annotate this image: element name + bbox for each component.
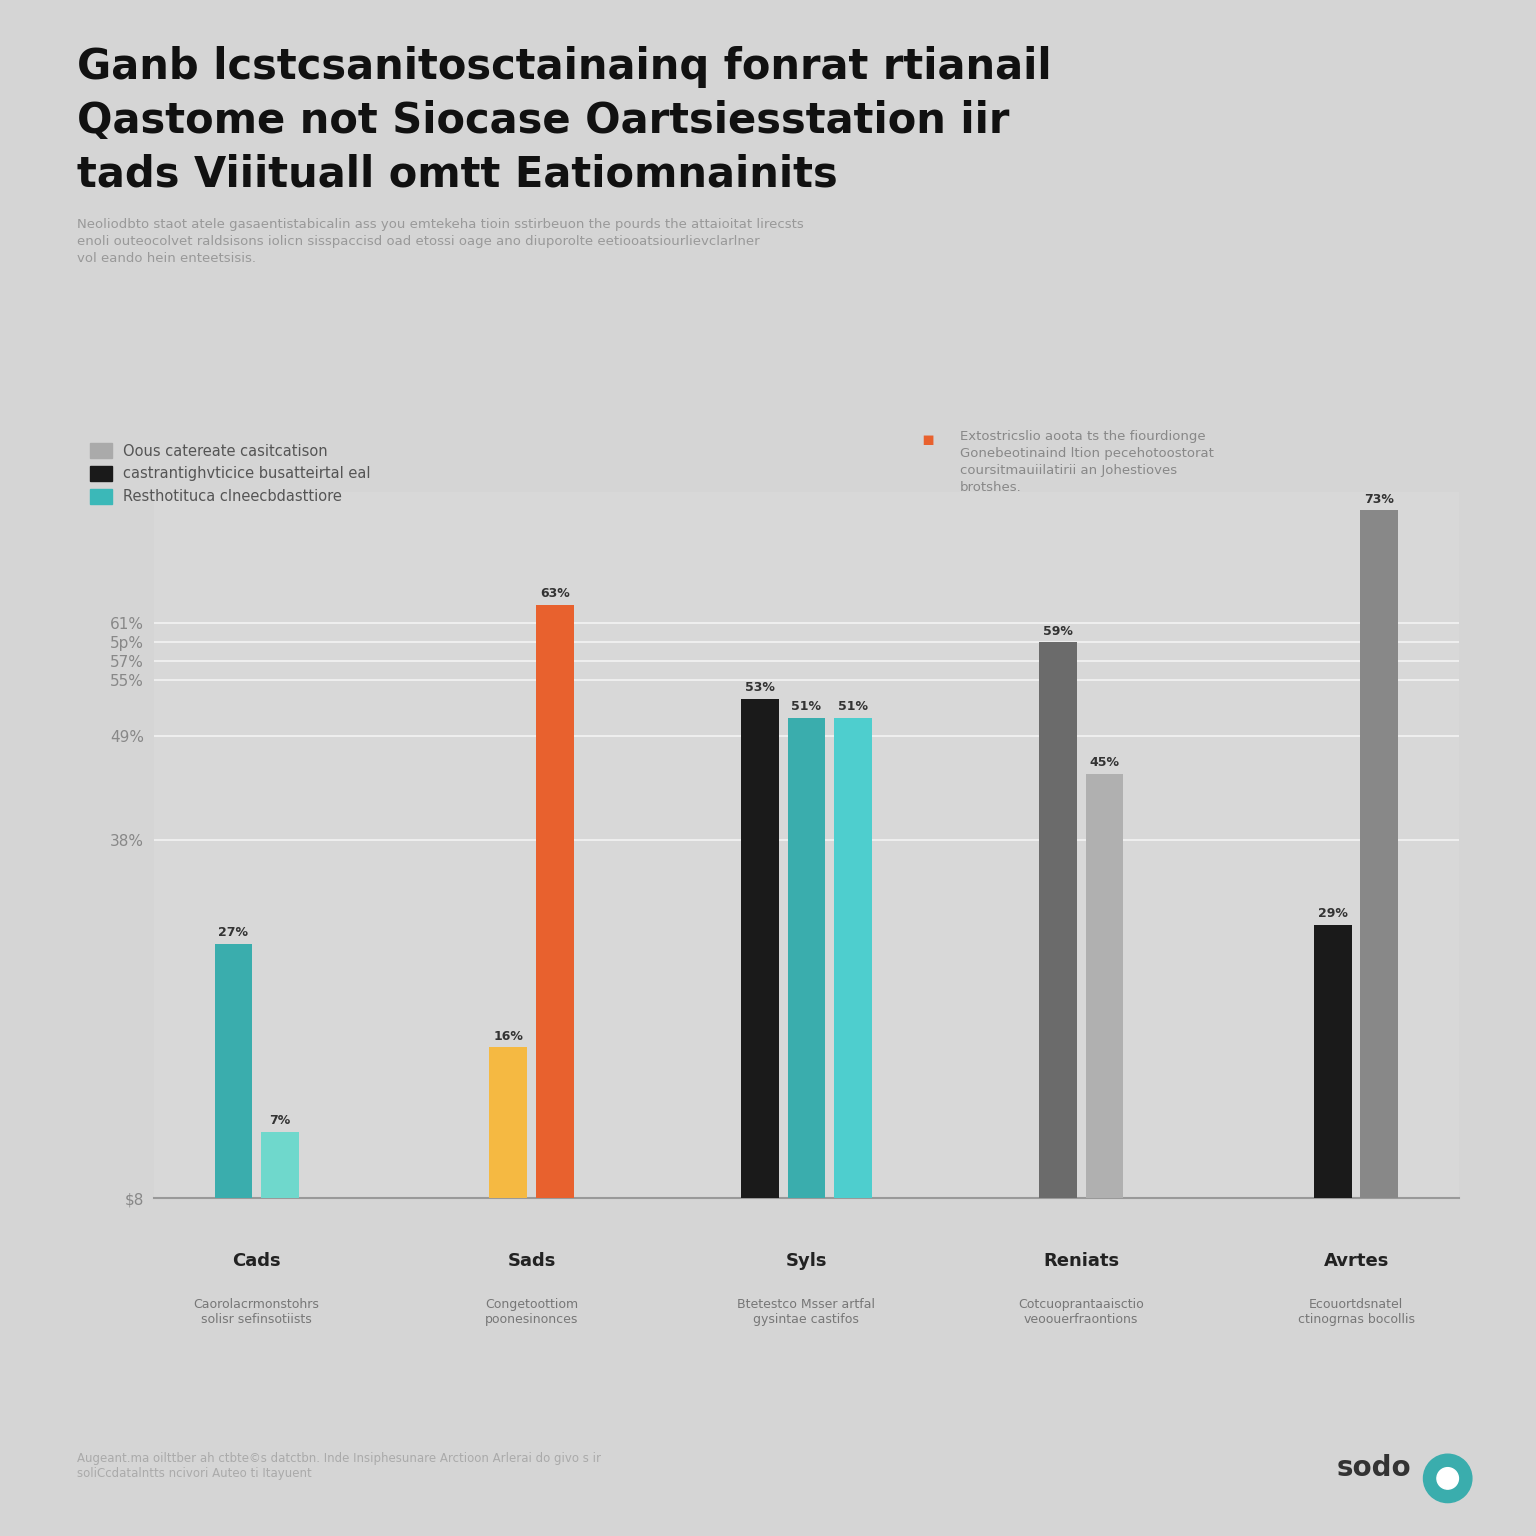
Text: 73%: 73% — [1364, 493, 1395, 505]
Text: Syls: Syls — [785, 1252, 828, 1270]
Text: 59%: 59% — [1043, 625, 1074, 637]
Text: 7%: 7% — [269, 1115, 290, 1127]
Bar — [834, 717, 871, 1198]
Text: 51%: 51% — [837, 700, 868, 713]
Text: Congetoottiom
poonesinonces: Congetoottiom poonesinonces — [485, 1298, 578, 1326]
Text: sodo: sodo — [1336, 1455, 1412, 1482]
Text: Augeant.ma oilttber ah ctbte©s datctbn. Inde Insiphesunare Arctioon Arlerai do g: Augeant.ma oilttber ah ctbte©s datctbn. … — [77, 1452, 601, 1479]
Bar — [1313, 925, 1352, 1198]
Text: tads Viiituall omtt Eatiomnainits: tads Viiituall omtt Eatiomnainits — [77, 154, 837, 195]
Bar — [1086, 774, 1123, 1198]
Text: Btetestco Msser artfal
gysintae castifos: Btetestco Msser artfal gysintae castifos — [737, 1298, 876, 1326]
Bar — [261, 1132, 300, 1198]
Text: 16%: 16% — [493, 1029, 524, 1043]
Text: Ecouortdsnatel
ctinogrnas bocollis: Ecouortdsnatel ctinogrnas bocollis — [1298, 1298, 1415, 1326]
Circle shape — [1424, 1455, 1471, 1502]
Text: Avrtes: Avrtes — [1324, 1252, 1389, 1270]
Text: ▪: ▪ — [922, 430, 935, 449]
Text: 63%: 63% — [539, 587, 570, 601]
Bar — [788, 717, 825, 1198]
Text: 51%: 51% — [791, 700, 822, 713]
Text: Qastome not Siocase Oartsiesstation iir: Qastome not Siocase Oartsiesstation iir — [77, 100, 1009, 141]
Text: 53%: 53% — [745, 680, 776, 694]
Text: Cads: Cads — [232, 1252, 281, 1270]
Text: 29%: 29% — [1318, 908, 1349, 920]
Bar — [490, 1048, 527, 1198]
Circle shape — [1438, 1468, 1459, 1490]
Bar — [536, 605, 573, 1198]
Bar — [1040, 642, 1077, 1198]
Text: Neoliodbto staot atele gasaentistabicalin ass you emtekeha tioin sstirbeuon the : Neoliodbto staot atele gasaentistabicali… — [77, 218, 803, 266]
Bar — [1361, 510, 1398, 1198]
Text: Extostricslio aoota ts the fiourdionge
Gonebeotinaind ltion pecehotoostorat
cour: Extostricslio aoota ts the fiourdionge G… — [960, 430, 1213, 495]
Text: Caorolacrmonstohrs
solisr sefinsotiists: Caorolacrmonstohrs solisr sefinsotiists — [194, 1298, 319, 1326]
Text: Reniats: Reniats — [1043, 1252, 1120, 1270]
Text: 45%: 45% — [1089, 756, 1120, 770]
Text: Sads: Sads — [507, 1252, 556, 1270]
Bar — [215, 943, 252, 1198]
Bar — [740, 699, 779, 1198]
Legend: Oous catereate casitcatison, castrantighvticice busatteirtal eal, Resthotituca c: Oous catereate casitcatison, castrantigh… — [84, 438, 376, 510]
Text: 27%: 27% — [218, 926, 249, 938]
Text: Ganb lcstcsanitosctainainq fonrat rtianail: Ganb lcstcsanitosctainainq fonrat rtiana… — [77, 46, 1052, 88]
Text: Cotcuoprantaaisctio
veoouerfraontions: Cotcuoprantaaisctio veoouerfraontions — [1018, 1298, 1144, 1326]
